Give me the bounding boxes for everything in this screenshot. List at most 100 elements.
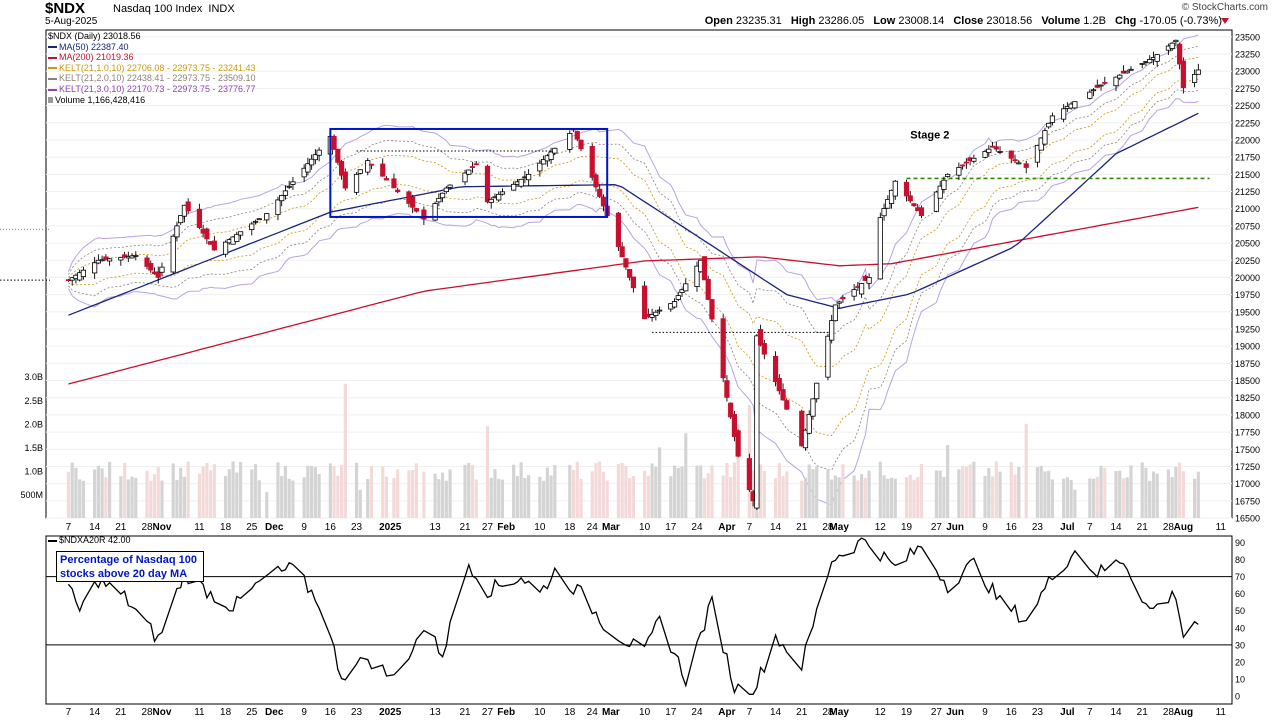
volume-bar	[470, 465, 475, 518]
volume-bar	[672, 465, 677, 518]
volume-bar	[575, 461, 579, 518]
legend-swatch-kelt3	[48, 88, 57, 91]
volume-bar	[549, 475, 553, 518]
price-axis-label: 22250	[1235, 118, 1260, 128]
legend-swatch-ma50	[48, 46, 57, 49]
price-x-label: 28	[141, 522, 153, 533]
price-x-label: 10	[534, 522, 546, 533]
price-x-label: 7	[747, 522, 753, 533]
volume-bar	[721, 475, 725, 518]
price-x-label: May	[829, 522, 849, 533]
close-label: Close	[953, 15, 984, 27]
volume-bar	[699, 465, 703, 518]
indicator-x-label: 13	[430, 707, 442, 718]
candle-down	[395, 189, 401, 193]
candle-down	[155, 271, 161, 278]
candle-down	[772, 355, 779, 383]
price-axis-label: 20000	[1235, 273, 1260, 283]
volume-bar	[302, 477, 306, 518]
price-x-label: Jun	[946, 522, 964, 533]
legend-ma200-text: MA(200) 21019.36	[59, 52, 134, 63]
volume-bar	[1125, 477, 1129, 518]
volume-bar	[773, 478, 778, 518]
candle-up	[836, 301, 842, 304]
consolidation-box	[329, 127, 609, 218]
volume-bar	[934, 470, 939, 518]
candle-down	[413, 208, 419, 212]
candle-up	[353, 173, 360, 193]
volume-bar	[227, 469, 231, 518]
candle-up	[1061, 108, 1067, 120]
price-x-label: 14	[89, 522, 101, 533]
candle-up	[888, 189, 895, 204]
candle-up	[997, 151, 1003, 153]
price-axis-label: 19250	[1235, 324, 1260, 334]
volume-bar	[152, 474, 157, 518]
price-x-label: 24	[587, 522, 599, 533]
candle-down	[776, 377, 782, 392]
price-x-label: 16	[325, 522, 337, 533]
candle-down	[746, 458, 752, 491]
volume-bar	[175, 479, 179, 518]
volume-bar	[729, 477, 733, 518]
candle-up	[892, 180, 898, 197]
indicator-axis-label: 0	[1235, 692, 1240, 702]
price-axis-label: 17750	[1235, 428, 1260, 438]
price-legend: $NDX (Daily) 23018.56 MA(50) 22387.40 MA…	[48, 31, 255, 105]
indicator-swatch	[48, 539, 57, 542]
candle-up	[1046, 122, 1052, 128]
price-axis-label: 23250	[1235, 50, 1260, 60]
volume-bar	[257, 480, 261, 518]
legend-price-text: $NDX (Daily) 23018.56	[48, 31, 141, 41]
volume-bar	[1178, 462, 1182, 518]
candle-down	[720, 318, 726, 379]
volume-bar	[310, 465, 314, 518]
price-x-label: 25	[246, 522, 258, 533]
indicator-panel-frame	[45, 535, 1233, 705]
candle-up	[466, 169, 472, 175]
price-axis-label: 19750	[1235, 290, 1260, 300]
keltner-lower-2	[68, 89, 1199, 471]
price-x-label: 23	[1032, 522, 1044, 533]
volume-bar	[384, 476, 389, 518]
candle-up	[671, 301, 678, 308]
indicator-x-label: 14	[89, 707, 101, 718]
indicator-x-label: 23	[1032, 707, 1044, 718]
indicator-x-label: 11	[1216, 707, 1227, 718]
candle-down	[484, 165, 491, 203]
indicator-x-label: Apr	[718, 707, 735, 718]
low-value: 23008.14	[898, 15, 945, 27]
legend-kelt2-text: KELT(21,2.0,10) 22438.41 - 22973.75 - 23…	[59, 73, 256, 84]
volume-bar	[732, 462, 737, 518]
volume-bar	[553, 464, 557, 518]
candle-down	[1102, 82, 1108, 84]
candle-up	[1034, 144, 1041, 163]
candle-up	[95, 259, 101, 264]
price-axis-label: 22000	[1235, 135, 1260, 145]
indicator-x-label: 24	[691, 707, 703, 718]
volume-bar	[306, 465, 310, 518]
candle-up	[316, 149, 322, 156]
price-x-label: 27	[931, 522, 943, 533]
volume-bar	[433, 473, 437, 518]
candle-up	[234, 233, 240, 242]
candle-up	[249, 223, 255, 230]
candle-down	[630, 276, 636, 289]
candle-up	[802, 429, 809, 449]
legend-ma200: MA(200) 21019.36	[48, 52, 255, 63]
volume-bar	[519, 462, 523, 518]
legend-ma50: MA(50) 22387.40	[48, 42, 255, 53]
volume-bar	[1024, 423, 1028, 518]
volume-bar	[852, 475, 856, 518]
indicator-x-label: Mar	[602, 707, 620, 718]
volume-bar	[803, 477, 808, 518]
volume-bar	[904, 477, 909, 518]
indicator-x-label: 23	[351, 707, 363, 718]
volume-bar	[1144, 467, 1148, 518]
candle-up	[118, 256, 124, 261]
candle-up	[1191, 74, 1198, 83]
volume-bar	[1129, 465, 1133, 518]
volume-bar	[867, 470, 871, 518]
volume-bar	[856, 480, 860, 518]
candle-down	[911, 203, 917, 207]
